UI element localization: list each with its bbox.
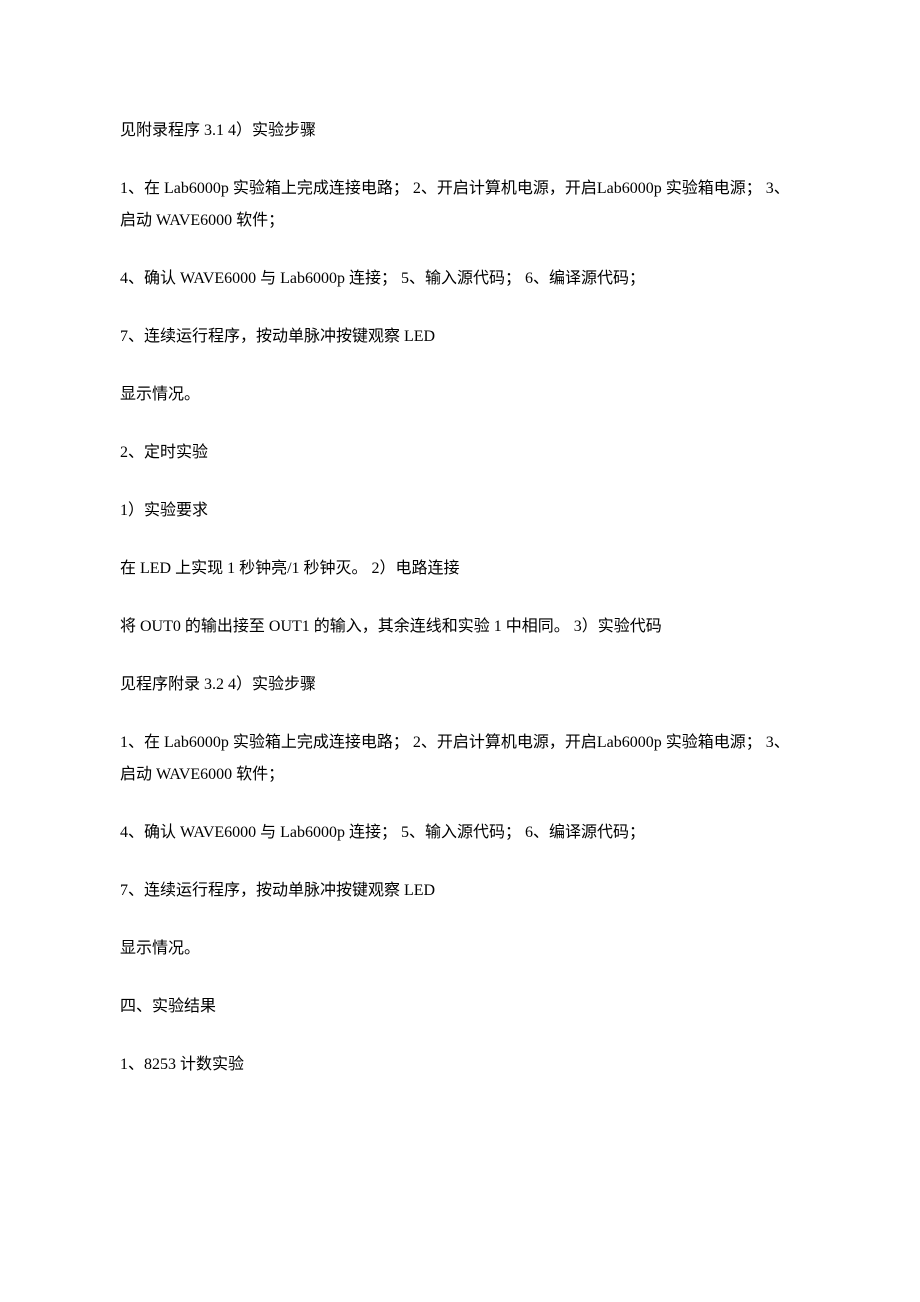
paragraph: 四、实验结果 (120, 991, 800, 1023)
paragraph: 见附录程序 3.1 4）实验步骤 (120, 115, 800, 147)
document-page: 见附录程序 3.1 4）实验步骤 1、在 Lab6000p 实验箱上完成连接电路… (0, 0, 920, 1302)
paragraph: 显示情况。 (120, 379, 800, 411)
paragraph: 见程序附录 3.2 4）实验步骤 (120, 669, 800, 701)
paragraph: 在 LED 上实现 1 秒钟亮/1 秒钟灭。 2）电路连接 (120, 553, 800, 585)
paragraph: 7、连续运行程序，按动单脉冲按键观察 LED (120, 321, 800, 353)
paragraph: 1、在 Lab6000p 实验箱上完成连接电路； 2、开启计算机电源，开启Lab… (120, 727, 800, 791)
paragraph: 4、确认 WAVE6000 与 Lab6000p 连接； 5、输入源代码； 6、… (120, 263, 800, 295)
paragraph: 1）实验要求 (120, 495, 800, 527)
paragraph: 4、确认 WAVE6000 与 Lab6000p 连接； 5、输入源代码； 6、… (120, 817, 800, 849)
paragraph: 1、8253 计数实验 (120, 1049, 800, 1081)
paragraph: 将 OUT0 的输出接至 OUT1 的输入，其余连线和实验 1 中相同。 3）实… (120, 611, 800, 643)
paragraph: 显示情况。 (120, 933, 800, 965)
paragraph: 2、定时实验 (120, 437, 800, 469)
paragraph: 1、在 Lab6000p 实验箱上完成连接电路； 2、开启计算机电源，开启Lab… (120, 173, 800, 237)
paragraph: 7、连续运行程序，按动单脉冲按键观察 LED (120, 875, 800, 907)
